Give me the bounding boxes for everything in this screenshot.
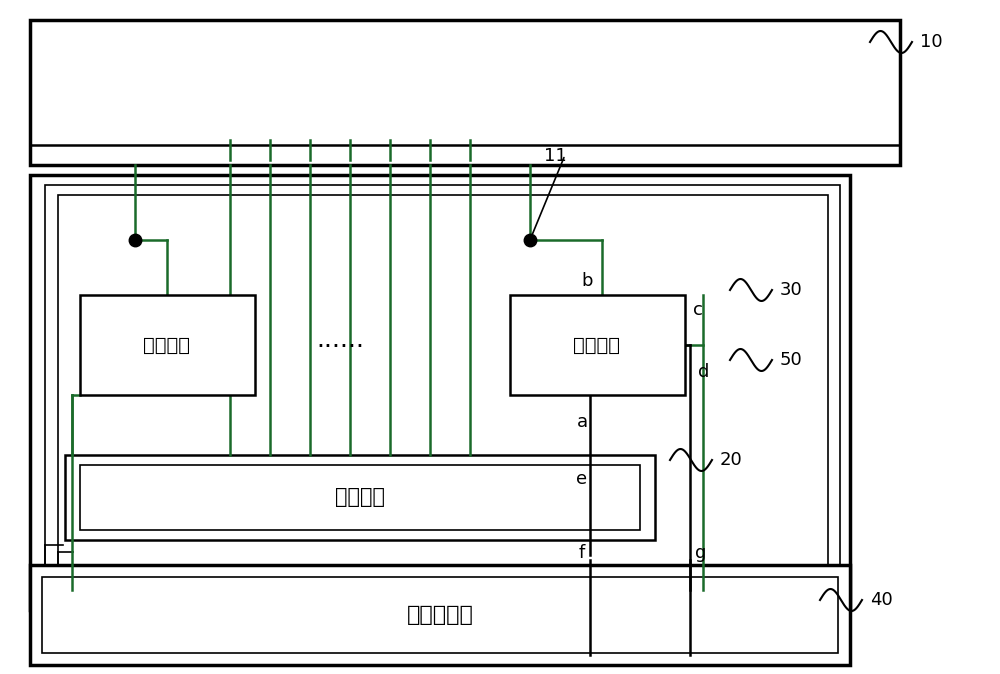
Bar bbox=[80, 295, 255, 395]
Bar bbox=[80, 465, 640, 530]
Text: b: b bbox=[581, 272, 593, 290]
Text: f: f bbox=[579, 544, 585, 562]
Text: 11: 11 bbox=[544, 147, 566, 165]
Text: 控制单元: 控制单元 bbox=[144, 336, 190, 355]
Text: a: a bbox=[576, 413, 588, 431]
Bar bbox=[30, 175, 850, 610]
Text: 50: 50 bbox=[780, 351, 803, 369]
Text: 驱动芯片: 驱动芯片 bbox=[335, 487, 385, 507]
Text: 20: 20 bbox=[720, 451, 743, 469]
Text: ......: ...... bbox=[316, 328, 364, 352]
Text: 40: 40 bbox=[870, 591, 893, 609]
Text: g: g bbox=[695, 544, 706, 562]
Bar bbox=[30, 565, 850, 665]
Text: c: c bbox=[693, 301, 703, 319]
Text: 时序控制器: 时序控制器 bbox=[407, 605, 473, 625]
Bar bbox=[45, 185, 840, 600]
Text: 10: 10 bbox=[920, 33, 943, 51]
Text: e: e bbox=[576, 470, 588, 488]
Bar bbox=[30, 20, 900, 165]
Text: d: d bbox=[698, 363, 709, 381]
Bar bbox=[58, 195, 828, 595]
Bar bbox=[65, 455, 655, 540]
Text: 30: 30 bbox=[780, 281, 803, 299]
Bar bbox=[510, 295, 685, 395]
Bar bbox=[42, 577, 838, 653]
Text: 控制单元: 控制单元 bbox=[574, 336, 620, 355]
